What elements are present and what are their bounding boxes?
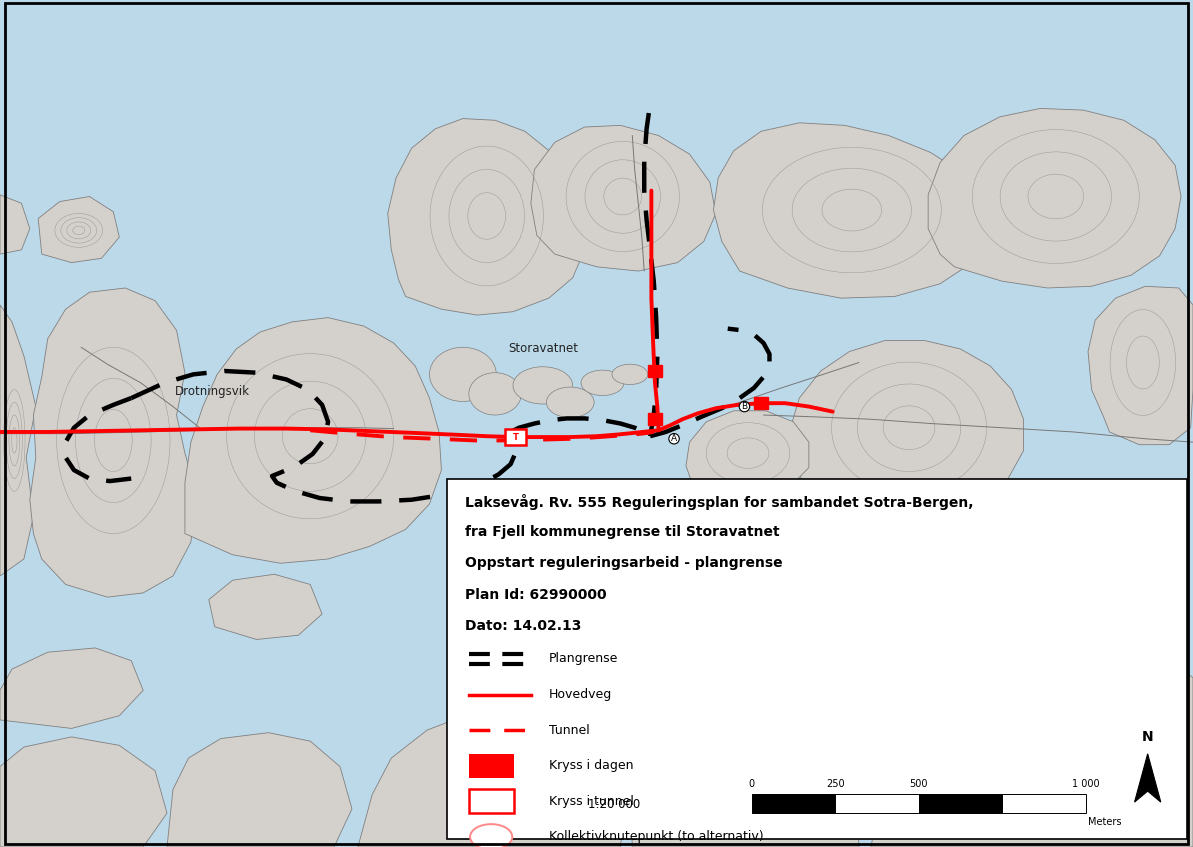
Text: Meters: Meters bbox=[1088, 817, 1121, 827]
Polygon shape bbox=[686, 411, 809, 495]
Bar bbox=[505, 429, 526, 446]
Text: Tunnel: Tunnel bbox=[549, 723, 589, 737]
Text: 1 000: 1 000 bbox=[1071, 779, 1100, 789]
Polygon shape bbox=[388, 119, 585, 315]
Polygon shape bbox=[1135, 754, 1161, 802]
Polygon shape bbox=[209, 574, 322, 639]
Polygon shape bbox=[630, 688, 859, 847]
Bar bbox=[752, 794, 835, 813]
Text: 500: 500 bbox=[909, 779, 928, 789]
Ellipse shape bbox=[581, 370, 624, 396]
Text: T: T bbox=[513, 433, 518, 441]
Bar bbox=[469, 789, 513, 813]
Polygon shape bbox=[358, 710, 626, 847]
Polygon shape bbox=[871, 628, 1193, 847]
Ellipse shape bbox=[612, 364, 648, 385]
Text: fra Fjell kommunegrense til Storavatnet: fra Fjell kommunegrense til Storavatnet bbox=[465, 525, 780, 540]
Text: B: B bbox=[741, 402, 748, 411]
Text: Plan Id: 62990000: Plan Id: 62990000 bbox=[465, 588, 607, 602]
Text: Dato: 14.02.13: Dato: 14.02.13 bbox=[465, 619, 582, 634]
Text: Oppstart reguleringsarbeid - plangrense: Oppstart reguleringsarbeid - plangrense bbox=[465, 556, 783, 571]
Polygon shape bbox=[0, 195, 30, 254]
Bar bbox=[835, 794, 919, 813]
Bar bbox=[919, 794, 1002, 813]
Text: Kryss i tunnel: Kryss i tunnel bbox=[549, 794, 633, 808]
Polygon shape bbox=[167, 733, 352, 847]
Bar bbox=[648, 413, 662, 425]
Ellipse shape bbox=[470, 824, 512, 847]
Polygon shape bbox=[38, 197, 119, 263]
Text: Plangrense: Plangrense bbox=[549, 652, 618, 666]
Text: Kollektivknutepunkt (to alternativ): Kollektivknutepunkt (to alternativ) bbox=[549, 830, 764, 844]
Polygon shape bbox=[0, 648, 143, 728]
Text: N: N bbox=[1142, 729, 1154, 744]
Polygon shape bbox=[0, 305, 36, 576]
Polygon shape bbox=[30, 288, 197, 597]
Polygon shape bbox=[0, 737, 167, 847]
Polygon shape bbox=[773, 484, 984, 614]
Text: Drotningsvik: Drotningsvik bbox=[175, 385, 249, 398]
Polygon shape bbox=[1088, 286, 1193, 445]
Polygon shape bbox=[185, 318, 441, 563]
Bar bbox=[447, 479, 1187, 839]
Text: Laksevåg. Rv. 555 Reguleringsplan for sambandet Sotra-Bergen,: Laksevåg. Rv. 555 Reguleringsplan for sa… bbox=[465, 494, 973, 510]
Bar bbox=[754, 397, 768, 409]
Text: 0: 0 bbox=[748, 779, 755, 789]
Ellipse shape bbox=[546, 387, 594, 418]
Ellipse shape bbox=[429, 347, 496, 401]
Ellipse shape bbox=[513, 367, 573, 404]
Polygon shape bbox=[531, 125, 716, 271]
Text: 250: 250 bbox=[826, 779, 845, 789]
Text: Kryss i dagen: Kryss i dagen bbox=[549, 759, 633, 772]
Bar bbox=[1002, 794, 1086, 813]
Polygon shape bbox=[713, 123, 990, 298]
Bar bbox=[469, 754, 513, 778]
Polygon shape bbox=[790, 340, 1024, 515]
Bar bbox=[648, 365, 662, 377]
Text: Storavatnet: Storavatnet bbox=[508, 342, 577, 356]
Ellipse shape bbox=[469, 373, 521, 415]
Text: A: A bbox=[670, 435, 678, 443]
Text: Hovedveg: Hovedveg bbox=[549, 688, 612, 701]
Polygon shape bbox=[928, 108, 1181, 288]
Text: 1:20 000: 1:20 000 bbox=[588, 798, 641, 811]
